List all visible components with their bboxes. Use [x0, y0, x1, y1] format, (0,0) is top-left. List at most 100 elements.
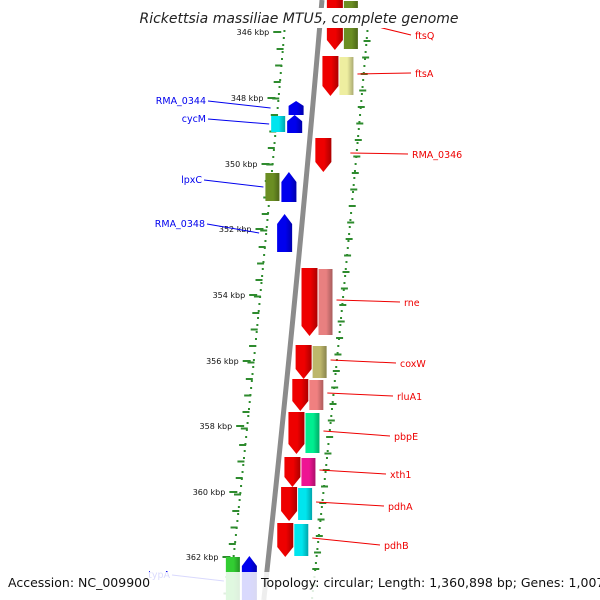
outer-track-dot	[337, 345, 340, 347]
label-line-pdhb	[312, 537, 381, 546]
cog-pdhb	[294, 524, 309, 556]
cds-lpxc	[281, 172, 297, 202]
ring-band	[188, 0, 384, 600]
inner-track-dot	[260, 282, 263, 284]
inner-track-dot	[264, 240, 267, 242]
inner-minor-tick	[261, 213, 269, 215]
outer-track-dot	[340, 310, 343, 312]
outer-track-dot	[324, 471, 327, 473]
inner-track-dot	[242, 464, 245, 466]
label-line-xth1	[319, 469, 387, 475]
cds-rma-0348-shade	[277, 214, 293, 252]
inner-minor-tick	[275, 64, 283, 67]
outer-track-dot	[364, 58, 367, 60]
outer-track-dot	[325, 457, 328, 459]
inner-track-dot	[245, 436, 248, 438]
outer-track-dot	[340, 317, 343, 319]
inner-track-dot	[238, 499, 241, 501]
outer-minor-tick	[350, 188, 358, 191]
inner-minor-tick	[244, 394, 252, 397]
outer-track-dot	[314, 562, 317, 564]
inner-track-dot	[248, 401, 251, 403]
outer-track-dot	[363, 65, 366, 67]
outer-minor-tick	[329, 403, 337, 405]
outer-track-dot	[364, 51, 367, 53]
outer-minor-tick	[326, 436, 334, 438]
cds-coxw	[295, 345, 312, 379]
genome-ring-layer	[188, 0, 384, 600]
inner-minor-tick	[276, 48, 284, 50]
cds-rma-0346	[315, 138, 332, 172]
cds-rlua1	[292, 379, 309, 411]
inner-minor-tick	[255, 279, 263, 281]
cds-cycm-shade	[287, 115, 303, 133]
outer-minor-tick	[327, 419, 335, 422]
outer-track-dot	[346, 247, 349, 249]
outer-track-dot	[344, 268, 347, 270]
inner-track-dot	[246, 422, 249, 424]
outer-track-dot	[349, 219, 352, 221]
label-line-cycm	[207, 118, 270, 125]
inner-track-dot	[261, 268, 264, 270]
inner-track-dot	[282, 44, 285, 46]
outer-track-dot	[362, 79, 365, 81]
inner-track-dot	[261, 275, 264, 277]
inner-track-dot	[277, 100, 280, 102]
scale-label: 360 kbp	[193, 488, 226, 497]
cog-rlua1	[309, 380, 324, 410]
inner-track-dot	[245, 429, 248, 431]
scale-label: 350 kbp	[225, 160, 258, 169]
outer-minor-tick	[354, 139, 362, 141]
cds-pbpe-shade	[288, 412, 305, 454]
cog-pdhb-shade	[294, 524, 309, 556]
inner-track-dot	[272, 156, 275, 158]
inner-minor-tick	[266, 163, 274, 166]
outer-minor-tick	[348, 205, 356, 207]
gene-label-ftsq: ftsQ	[415, 31, 434, 42]
gene-features	[225, 0, 358, 600]
outer-minor-tick	[331, 386, 339, 389]
outer-track-dot	[360, 100, 363, 102]
inner-track-dot	[276, 107, 279, 109]
outer-track-dot	[353, 177, 356, 179]
inner-track-dot	[232, 555, 235, 557]
label-line-ftsa	[357, 72, 412, 75]
outer-track-dot	[318, 527, 321, 529]
cog-pbpe	[305, 413, 320, 453]
inner-track-dot	[239, 492, 242, 494]
gene-label-pdha: pdhA	[388, 502, 413, 513]
cds-pdhb-shade	[277, 523, 294, 557]
gene-label-lpxc: lpxC	[181, 175, 202, 186]
outer-track-dot	[344, 275, 347, 277]
outer-track-dot	[357, 135, 360, 137]
outer-track-dot	[325, 464, 328, 466]
scale-label: 346 kbp	[237, 28, 270, 37]
outer-track-dot	[365, 44, 368, 46]
outer-track-dot	[351, 198, 354, 200]
outer-track-dot	[342, 296, 345, 298]
gene-label-coxw: coxW	[400, 359, 426, 370]
gene-labels: ftsQ ftsA RMA_0344 cycM RMA_0346 lpxC RMA_0348…	[148, 22, 462, 582]
inner-track-dot	[277, 93, 280, 95]
outer-track-dot	[354, 163, 357, 165]
inner-track-dot	[252, 366, 255, 368]
cog-ftsa	[339, 57, 354, 95]
gene-label-rlua1: rluA1	[397, 392, 422, 403]
outer-minor-tick	[321, 485, 329, 488]
inner-track-dot	[247, 408, 250, 410]
inner-minor-tick	[242, 411, 250, 413]
outer-minor-tick	[336, 337, 344, 339]
inner-track-dot	[259, 289, 262, 291]
cds-xth1	[284, 457, 301, 487]
outer-minor-tick	[314, 551, 322, 554]
inner-minor-tick	[273, 81, 281, 83]
outer-track-dot	[358, 121, 361, 123]
inner-minor-tick	[249, 345, 257, 347]
inner-minor-tick	[240, 427, 248, 430]
inner-track-dot	[283, 30, 286, 32]
inner-track-dot	[281, 58, 284, 60]
outer-track-dot	[321, 499, 324, 501]
cds-xth1-shade	[284, 457, 301, 487]
label-line-rma-0346	[350, 152, 409, 155]
outer-minor-tick	[332, 370, 340, 372]
